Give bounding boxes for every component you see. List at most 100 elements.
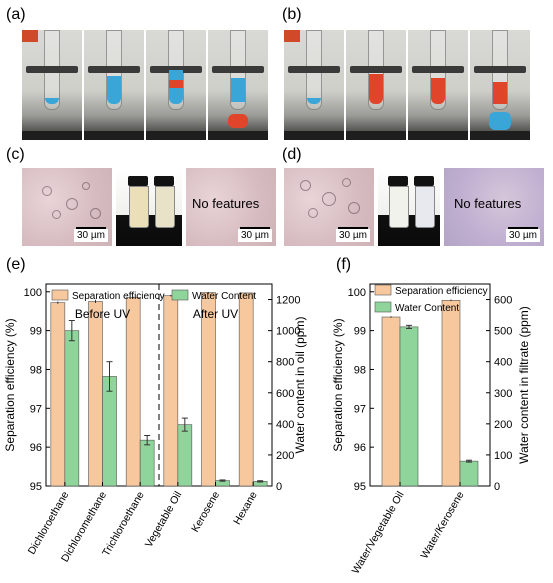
blue-liquid <box>169 70 183 80</box>
droplet <box>300 180 311 191</box>
bench <box>408 131 468 140</box>
dye-bottle <box>284 30 300 42</box>
y-tick-label: 99 <box>30 326 42 338</box>
y2-tick-label: 0 <box>276 481 282 493</box>
y-tick-label: 100 <box>24 287 42 299</box>
y-tick-label: 100 <box>348 287 366 299</box>
bench <box>22 131 82 140</box>
red-liquid <box>228 114 248 128</box>
clamp <box>150 66 202 73</box>
legend-swatch-separation <box>374 284 392 296</box>
bar-separation-efficiency <box>88 301 103 487</box>
bench <box>84 131 144 140</box>
micrograph-c-emulsion: 30 µm <box>22 168 112 246</box>
x-tick-label: Kerosene <box>189 489 222 534</box>
vial-cap <box>388 176 408 186</box>
bench <box>470 131 530 140</box>
y2-tick-label: 500 <box>494 326 512 338</box>
vial-filtrate <box>415 186 435 228</box>
bench <box>208 131 268 140</box>
x-tick-label: Water/Kerosene <box>418 489 466 561</box>
y-tick-label: 97 <box>354 403 366 415</box>
clamp <box>26 66 78 73</box>
clamp <box>88 66 140 73</box>
bar-separation-efficiency <box>381 316 401 487</box>
bar-separation-efficiency <box>441 300 461 487</box>
bar-water-content <box>459 460 479 487</box>
blue-liquid <box>169 88 183 104</box>
vial-cap <box>414 176 434 186</box>
bar-water-content <box>139 439 155 487</box>
bar-water-content <box>399 326 419 487</box>
y-axis-label: Separation efficiency (%) <box>331 318 345 451</box>
red-liquid <box>431 78 445 104</box>
scale-label: 30 µm <box>336 229 370 242</box>
bench <box>146 131 206 140</box>
panel-label-f: (f) <box>336 256 352 273</box>
y-tick-label: 96 <box>30 442 42 454</box>
legend-swatch-separation <box>51 289 69 301</box>
bar-water-content <box>64 330 80 487</box>
legend-label-separation: Separation efficiency <box>72 291 165 302</box>
vial-cap <box>154 176 174 186</box>
blue-liquid <box>307 98 321 104</box>
no-features-label: No features <box>454 196 522 211</box>
chart-f: 95 96 97 98 99 100 0 100 200 300 400 500 600 Separati… <box>331 283 531 577</box>
photo-a-tube-2 <box>84 30 144 140</box>
droplet <box>52 210 61 219</box>
y2-axis-label: Water content in oil (ppm) <box>293 317 307 454</box>
droplet <box>308 208 318 218</box>
vial-emulsion <box>389 186 409 228</box>
panel-label-e: (e) <box>6 256 26 273</box>
droplet <box>348 202 360 214</box>
y2-axis-label: Water content in filtrate (ppm) <box>517 306 531 464</box>
bench <box>346 131 406 140</box>
legend-swatch-water <box>171 289 189 301</box>
group-label-after-uv: After UV <box>193 307 238 321</box>
panel-label-a: (a) <box>6 6 26 23</box>
micrograph-d-filtrate: No features 30 µm <box>444 168 544 246</box>
micrograph-c-filtrate: No features 30 µm <box>186 168 276 246</box>
y-tick-label: 96 <box>354 442 366 454</box>
panel-label-c: (c) <box>6 146 25 163</box>
group-label-before-uv: Before UV <box>75 307 130 321</box>
photo-a-tube-4 <box>208 30 268 140</box>
panel-label-b: (b) <box>282 6 302 23</box>
scale-label: 30 µm <box>506 229 540 242</box>
legend-label-separation: Separation efficiency <box>395 286 488 297</box>
y2-tick-label: 200 <box>276 450 294 462</box>
y-tick-label: 99 <box>354 326 366 338</box>
x-tick-label: Water/Vegetable Oil <box>350 490 407 577</box>
photo-b-tube-2 <box>346 30 406 140</box>
y2-tick-label: 0 <box>494 481 500 493</box>
photo-a-tube-3 <box>146 30 206 140</box>
scale-bar <box>240 227 270 229</box>
droplet <box>66 198 78 210</box>
photo-c-vials <box>116 168 182 246</box>
y-tick-label: 95 <box>354 481 366 493</box>
droplet <box>42 186 52 196</box>
legend-label-water: Water Content <box>192 291 256 302</box>
y2-tick-label: 100 <box>494 450 512 462</box>
photo-a-tube-1 <box>22 30 82 140</box>
droplet <box>342 178 351 187</box>
clamp <box>212 66 264 73</box>
clamp <box>412 66 464 73</box>
bar-separation-efficiency <box>163 295 179 487</box>
y2-tick-label: 200 <box>494 419 512 431</box>
vial-cap <box>128 176 148 186</box>
droplet <box>322 192 336 206</box>
blue-liquid <box>107 76 121 104</box>
photo-b-tube-1 <box>284 30 344 140</box>
legend-swatch-water <box>374 301 392 313</box>
bar-water-content <box>177 424 193 487</box>
bar-separation-efficiency <box>201 292 216 487</box>
blue-liquid <box>45 98 59 104</box>
red-liquid <box>493 82 507 104</box>
bar-water-content <box>102 376 117 487</box>
y2-tick-label: 300 <box>494 388 512 400</box>
photo-b-tube-3 <box>408 30 468 140</box>
droplet <box>90 208 101 219</box>
scale-bar <box>508 227 538 229</box>
x-tick-label: Vegetable Oil <box>143 490 185 550</box>
